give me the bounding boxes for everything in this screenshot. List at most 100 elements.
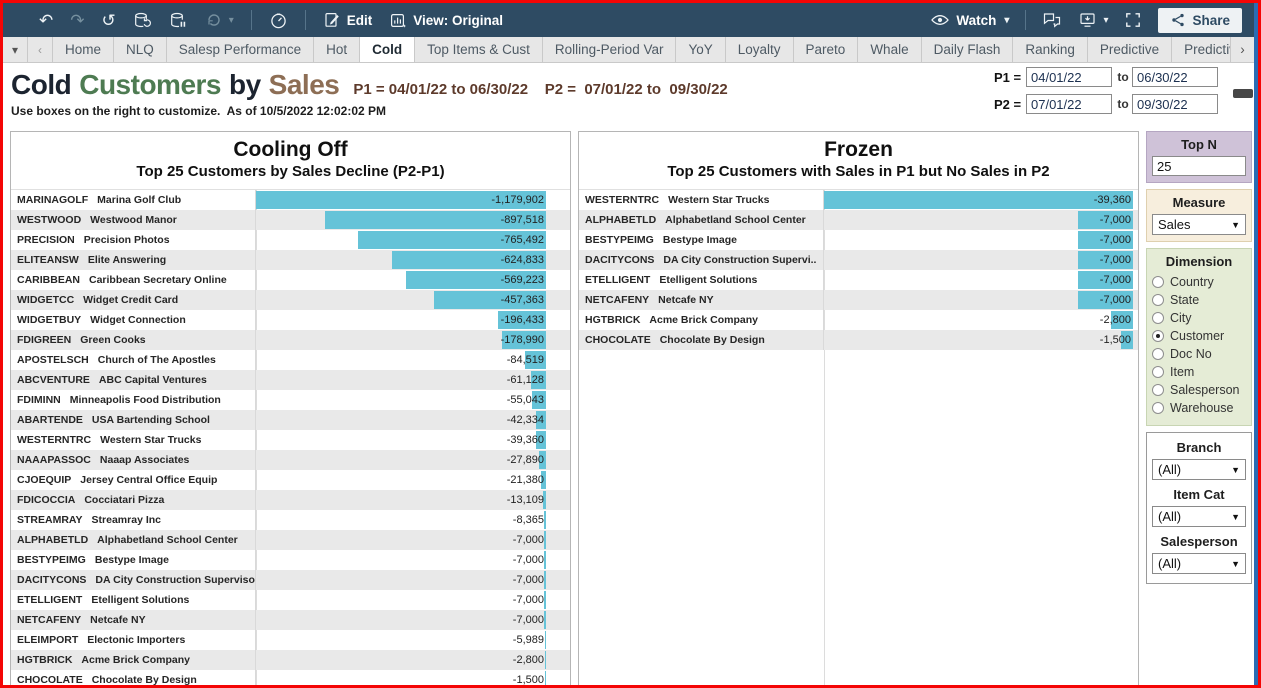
chart-row[interactable]: WESTERNTRC Western Star Trucks -39,360: [579, 190, 1138, 210]
value-bar[interactable]: [544, 651, 546, 669]
view-original-button[interactable]: View: Original: [389, 11, 503, 29]
value-bar[interactable]: [544, 551, 546, 569]
value-bar[interactable]: [1121, 331, 1133, 349]
chart-row[interactable]: HGTBRICK Acme Brick Company -2,800: [579, 310, 1138, 330]
value-bar[interactable]: [544, 631, 546, 649]
value-bar[interactable]: [357, 231, 546, 249]
fullscreen-icon[interactable]: [1124, 11, 1142, 29]
redo-icon[interactable]: ↷: [70, 10, 85, 30]
value-bar[interactable]: [433, 291, 546, 309]
value-bar[interactable]: [544, 611, 546, 629]
tab-ranking[interactable]: Ranking: [1013, 37, 1088, 62]
pause-updates-icon[interactable]: [169, 11, 188, 30]
chart-row[interactable]: ELITEANSW Elite Answering -624,833: [11, 250, 570, 270]
radio-warehouse[interactable]: Warehouse: [1152, 399, 1246, 417]
chart-row[interactable]: WESTERNTRC Western Star Trucks -39,360: [11, 430, 570, 450]
chart-row[interactable]: FDIGREEN Green Cooks -178,990: [11, 330, 570, 350]
tab-predictive-sliced[interactable]: Predictive Sliced: [1172, 37, 1230, 62]
chart-row[interactable]: ABARTENDE USA Bartending School -42,334: [11, 410, 570, 430]
edit-button[interactable]: Edit: [323, 11, 372, 29]
chart-row[interactable]: NAAAPASSOC Naaap Associates -27,890: [11, 450, 570, 470]
value-bar[interactable]: [1111, 311, 1133, 329]
share-button[interactable]: Share: [1158, 7, 1242, 33]
value-bar[interactable]: [532, 391, 546, 409]
value-bar[interactable]: [525, 351, 546, 369]
chart-row[interactable]: PRECISION Precision Photos -765,492: [11, 230, 570, 250]
chart-row[interactable]: WIDGETCC Widget Credit Card -457,363: [11, 290, 570, 310]
branch-dropdown[interactable]: (All) ▼: [1152, 459, 1246, 480]
chart-row[interactable]: WESTWOOD Westwood Manor -897,518: [11, 210, 570, 230]
watch-button[interactable]: Watch ▾: [930, 12, 1009, 28]
chart-row[interactable]: MARINAGOLF Marina Golf Club -1,179,902: [11, 190, 570, 210]
value-bar[interactable]: [530, 371, 546, 389]
download-icon[interactable]: [1078, 11, 1097, 29]
chart-row[interactable]: DACITYCONS DA City Construction Supervi..…: [579, 250, 1138, 270]
radio-salesperson[interactable]: Salesperson: [1152, 381, 1246, 399]
value-bar[interactable]: [502, 331, 546, 349]
value-bar[interactable]: [1078, 291, 1133, 309]
value-bar[interactable]: [392, 251, 546, 269]
tab-cold[interactable]: Cold: [360, 37, 416, 62]
tab-list-dropdown-icon[interactable]: ▾: [3, 37, 28, 62]
tab-pareto[interactable]: Pareto: [794, 37, 859, 62]
tab-loyalty[interactable]: Loyalty: [726, 37, 794, 62]
tab-whale[interactable]: Whale: [858, 37, 922, 62]
tab-hot[interactable]: Hot: [314, 37, 361, 62]
value-bar[interactable]: [325, 211, 546, 229]
chart-row[interactable]: CHOCOLATE Chocolate By Design -1,500: [11, 670, 570, 685]
value-bar[interactable]: [1078, 271, 1133, 289]
value-bar[interactable]: [544, 571, 546, 589]
value-bar[interactable]: [536, 431, 546, 449]
chart-row[interactable]: CHOCOLATE Chocolate By Design -1,500: [579, 330, 1138, 350]
chart-row[interactable]: STREAMRAY Streamray Inc -8,365: [11, 510, 570, 530]
radio-country[interactable]: Country: [1152, 273, 1246, 291]
tab-predictive[interactable]: Predictive: [1088, 37, 1173, 62]
value-bar[interactable]: [543, 511, 546, 529]
tab-rolling-period-var[interactable]: Rolling-Period Var: [543, 37, 677, 62]
value-bar[interactable]: [1078, 251, 1133, 269]
p1-start-input[interactable]: [1026, 67, 1112, 87]
value-bar[interactable]: [256, 191, 546, 209]
value-bar[interactable]: [540, 471, 546, 489]
chart-row[interactable]: DACITYCONS DA City Construction Superviso…: [11, 570, 570, 590]
value-bar[interactable]: [544, 591, 546, 609]
chart-row[interactable]: ETELLIGENT Etelligent Solutions -7,000: [579, 270, 1138, 290]
refresh-data-icon[interactable]: [133, 11, 152, 30]
tab-nlq[interactable]: NLQ: [114, 37, 167, 62]
value-bar[interactable]: [824, 191, 1133, 209]
chart-row[interactable]: ALPHABETLD Alphabetland School Center -7,0…: [579, 210, 1138, 230]
chart-row[interactable]: ELEIMPORT Electonic Importers -5,989: [11, 630, 570, 650]
radio-customer[interactable]: Customer: [1152, 327, 1246, 345]
tab-daily-flash[interactable]: Daily Flash: [922, 37, 1014, 62]
chart-row[interactable]: CARIBBEAN Caribbean Secretary Online -569,…: [11, 270, 570, 290]
value-bar[interactable]: [497, 311, 546, 329]
chart-row[interactable]: BESTYPEIMG Bestype Image -7,000: [579, 230, 1138, 250]
chart-row[interactable]: NETCAFENY Netcafe NY -7,000: [579, 290, 1138, 310]
chart-row[interactable]: ETELLIGENT Etelligent Solutions -7,000: [11, 590, 570, 610]
salesperson-dropdown[interactable]: (All) ▼: [1152, 553, 1246, 574]
run-update-icon[interactable]: [205, 11, 223, 29]
value-bar[interactable]: [544, 671, 546, 685]
value-bar[interactable]: [544, 531, 546, 549]
chart-row[interactable]: FDICOCCIA Cocciatari Pizza -13,109: [11, 490, 570, 510]
chart-row[interactable]: APOSTELSCH Church of The Apostles -84,519: [11, 350, 570, 370]
tab-scroll-left-icon[interactable]: ‹: [28, 37, 53, 62]
download-caret-icon[interactable]: ▾: [1103, 14, 1109, 26]
chart-row[interactable]: BESTYPEIMG Bestype Image -7,000: [11, 550, 570, 570]
value-bar[interactable]: [1078, 211, 1133, 229]
p1-end-input[interactable]: [1132, 67, 1218, 87]
p2-start-input[interactable]: [1026, 94, 1112, 114]
value-bar[interactable]: [542, 491, 546, 509]
gauge-icon[interactable]: [269, 11, 288, 30]
tab-salesp-performance[interactable]: Salesp Performance: [167, 37, 315, 62]
tab-top-items-cust[interactable]: Top Items & Cust: [415, 37, 543, 62]
value-bar[interactable]: [1078, 231, 1133, 249]
measure-dropdown[interactable]: Sales ▼: [1152, 214, 1246, 235]
item-cat-dropdown[interactable]: (All) ▼: [1152, 506, 1246, 527]
chart-row[interactable]: WIDGETBUY Widget Connection -196,433: [11, 310, 570, 330]
run-update-caret-icon[interactable]: ▾: [228, 14, 234, 26]
radio-item[interactable]: Item: [1152, 363, 1246, 381]
revert-icon[interactable]: ↺: [101, 10, 116, 30]
comments-icon[interactable]: [1042, 11, 1062, 29]
tab-scroll-right-icon[interactable]: ›: [1230, 37, 1254, 62]
